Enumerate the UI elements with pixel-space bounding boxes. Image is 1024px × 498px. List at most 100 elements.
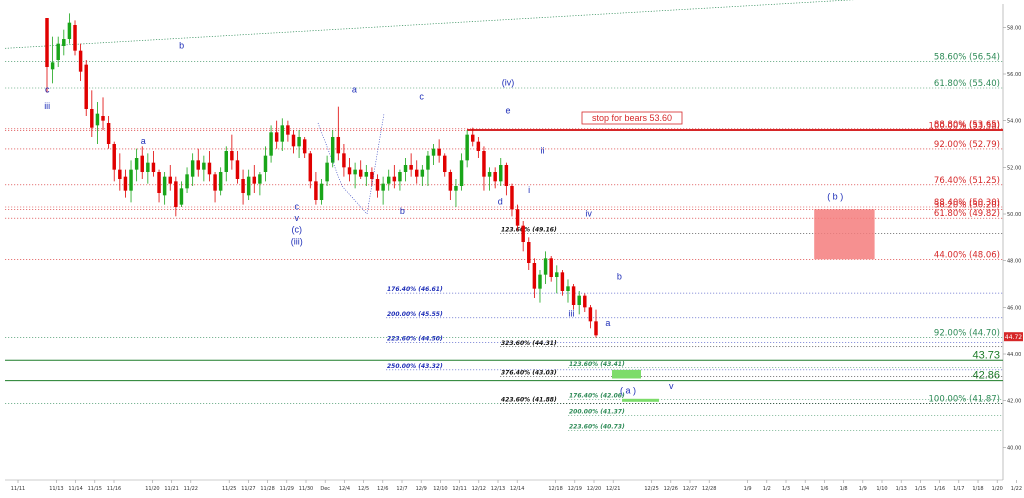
candle-body [146, 162, 150, 172]
y-tick-label: 54.00 [1007, 119, 1021, 125]
wave-label: b [400, 206, 405, 216]
candle-body [499, 165, 503, 182]
candle-body [459, 160, 464, 186]
fib-label: 376.40% (43.03) [501, 370, 557, 377]
y-tick-label: 44.00 [1007, 352, 1021, 358]
x-tick-label: 11/28 [260, 486, 274, 492]
candle-body [358, 169, 363, 177]
candle-body [510, 186, 514, 210]
candle-body [67, 22, 72, 39]
stop-label: stop for bears 53.60 [592, 113, 672, 123]
x-tick-label: 12/18 [548, 486, 562, 492]
b-zone-label: ( b ) [827, 191, 843, 201]
candle-body [330, 137, 335, 163]
candle-body [431, 148, 436, 156]
candle-body [566, 286, 570, 291]
candle-body [403, 165, 408, 172]
b-zone [814, 209, 875, 260]
fib-label: 176.40% (42.06) [569, 392, 625, 399]
candle-body [532, 263, 537, 289]
candle-body [123, 176, 128, 191]
candle-body [280, 125, 285, 142]
wave-label: iii [44, 101, 50, 111]
wave-label: c [295, 201, 300, 211]
x-tick-label: 1/9 [744, 486, 752, 492]
candle-body [202, 162, 206, 170]
level-label: 38.20% (50.20) [934, 200, 1000, 210]
level-label: 88.80% (53.65) [934, 120, 1000, 130]
candle-body [314, 181, 318, 200]
candle-body [302, 139, 307, 154]
x-tick-label: 12/6 [377, 486, 388, 492]
x-tick-label: 11/14 [68, 486, 82, 492]
candle-body [174, 181, 178, 207]
stop-label-box [581, 111, 683, 125]
candle-body [493, 172, 497, 182]
candle-body [594, 321, 598, 336]
x-tick-label: 11/20 [145, 486, 159, 492]
candle-body [521, 225, 525, 242]
wave-label: ii [541, 145, 545, 155]
x-tick-label: Dec [320, 486, 330, 492]
x-tick-label: 11/15 [88, 486, 102, 492]
fib-label: 176.40% (46.61) [387, 286, 443, 293]
candle-body [62, 39, 66, 46]
y-tick-label: 56.00 [1007, 72, 1021, 78]
x-tick-label: 12/13 [491, 486, 505, 492]
x-tick-label: 12/11 [452, 486, 466, 492]
candle-body [269, 132, 273, 156]
candle-body [583, 295, 587, 308]
candle-body [56, 43, 60, 60]
a-zone [612, 369, 641, 379]
y-tick-label: 48.00 [1007, 259, 1021, 265]
candle-body [90, 109, 94, 128]
a-zone-label: ( a ) [620, 386, 636, 396]
candle-body [230, 151, 234, 161]
y-tick-label: 40.00 [1007, 445, 1021, 451]
price-tag-bg [1004, 332, 1023, 342]
wave-label: (iii) [291, 236, 303, 246]
candle-body [319, 183, 324, 200]
x-tick-label: 12/4 [339, 486, 350, 492]
y-tick-label: 46.00 [1007, 305, 1021, 311]
level-label: 92.00% (52.79) [934, 140, 1000, 150]
x-tick-label: 12/7 [396, 486, 407, 492]
x-tick-label: 1/10 [876, 486, 887, 492]
x-tick-label: 12/10 [433, 486, 447, 492]
level-label: 92.00% (44.70) [934, 329, 1000, 339]
wave-label: iv [585, 208, 592, 218]
level-label: 44.00% (48.06) [934, 250, 1000, 260]
candle-body [50, 62, 55, 70]
price-line-label: 42.86 [972, 370, 1000, 382]
candle-body [549, 258, 553, 277]
candle-body [45, 18, 49, 67]
candle-body [588, 307, 593, 322]
x-tick-label: 1/3 [782, 486, 790, 492]
candle-body [504, 165, 509, 186]
candle-body [487, 172, 492, 177]
candle-body [308, 153, 313, 182]
candle-body [101, 116, 105, 121]
candle-body [134, 158, 139, 170]
x-tick-label: 11/25 [222, 486, 236, 492]
x-tick-label: 11/11 [11, 486, 25, 492]
candle-body [325, 162, 329, 182]
wave-label: a [605, 318, 610, 328]
level-label: 61.80% (55.40) [934, 79, 1000, 89]
y-tick-label: 42.00 [1007, 399, 1021, 405]
candle-body [454, 186, 458, 191]
zones-layer: ( b ) ( a ) 44.72 [612, 191, 1023, 402]
x-tick-label: 11/27 [241, 486, 255, 492]
price-tag: 44.72 [1005, 334, 1022, 341]
wave-label: b [179, 40, 184, 50]
x-tick-label: 1/6 [820, 486, 828, 492]
wave-guide [317, 113, 385, 215]
x-tick-label: 11/21 [164, 486, 178, 492]
candle-body [274, 132, 279, 142]
candle-body [218, 172, 223, 191]
candle-body [162, 176, 167, 196]
y-tick-label: 50.00 [1007, 212, 1021, 218]
fib-label: 200.00% (45.55) [387, 311, 443, 318]
